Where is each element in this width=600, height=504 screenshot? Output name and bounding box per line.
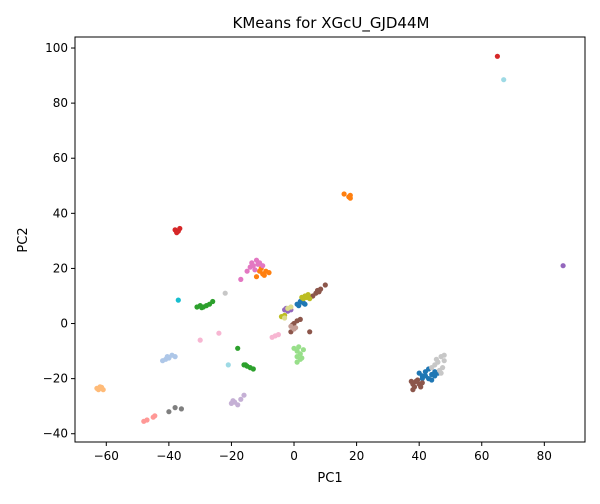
data-point	[322, 282, 328, 288]
y-tick-label: 40	[53, 206, 68, 220]
data-point	[429, 377, 435, 383]
data-point	[419, 380, 425, 386]
data-point	[408, 378, 414, 384]
data-point	[300, 347, 306, 353]
data-point	[440, 365, 446, 371]
y-axis: −40 −20 0 20 40 60 80 100	[43, 41, 75, 441]
data-point	[441, 358, 447, 364]
data-point	[242, 362, 249, 368]
data-point	[249, 260, 255, 266]
data-point	[266, 270, 272, 276]
data-point	[144, 417, 150, 423]
y-tick-label: 100	[45, 41, 68, 55]
data-point	[415, 377, 421, 383]
x-tick-label: 40	[412, 449, 427, 463]
data-point	[410, 387, 416, 393]
data-point	[294, 359, 300, 365]
y-tick-label: 0	[60, 317, 68, 331]
y-tick-label: −40	[43, 427, 68, 441]
data-point	[166, 409, 172, 415]
data-point	[238, 276, 244, 282]
data-point	[99, 384, 105, 390]
data-point	[174, 230, 180, 236]
data-point	[432, 369, 438, 375]
x-axis: −60 −40 −20 0 20 40 60 80	[94, 442, 552, 463]
data-point	[197, 337, 203, 343]
y-axis-label: PC2	[16, 227, 31, 252]
x-tick-label: −40	[156, 449, 181, 463]
data-point	[241, 392, 247, 398]
data-point	[441, 352, 447, 358]
x-tick-label: −60	[94, 449, 119, 463]
x-tick-label: 0	[290, 449, 298, 463]
data-point	[494, 53, 500, 59]
data-point	[253, 274, 260, 280]
data-point	[210, 298, 216, 305]
data-point	[238, 396, 244, 402]
data-point	[297, 316, 303, 322]
y-tick-label: 80	[53, 96, 68, 110]
data-point	[222, 290, 228, 296]
data-point	[275, 332, 281, 338]
x-tick-label: 80	[537, 449, 552, 463]
data-point	[307, 296, 313, 302]
data-point	[261, 272, 267, 278]
x-tick-label: −20	[219, 449, 244, 463]
data-point	[501, 77, 507, 83]
plot-frame	[74, 36, 586, 443]
data-point	[235, 345, 241, 351]
data-point	[296, 344, 302, 350]
data-point	[293, 325, 299, 331]
data-point	[341, 191, 347, 197]
data-point	[235, 402, 241, 408]
data-point	[307, 329, 313, 335]
data-point	[175, 297, 181, 303]
data-point	[177, 225, 183, 232]
data-point	[216, 330, 222, 336]
data-point	[438, 370, 444, 376]
plot-area	[75, 37, 585, 442]
data-point	[199, 305, 205, 311]
data-point	[418, 384, 424, 390]
data-point	[296, 303, 302, 309]
data-point	[433, 356, 439, 362]
points-layer	[94, 53, 566, 424]
x-tick-label: 20	[349, 449, 364, 463]
data-point	[302, 301, 308, 307]
data-point	[288, 304, 294, 310]
data-point	[299, 294, 305, 300]
x-tick-label: 60	[474, 449, 489, 463]
data-point	[178, 406, 184, 412]
data-point	[172, 354, 178, 360]
chart-title: KMeans for XGcU_GJD44M	[233, 14, 430, 33]
data-point	[282, 315, 288, 321]
y-tick-label: 20	[53, 261, 68, 275]
data-point	[230, 398, 236, 404]
data-point	[255, 261, 261, 267]
data-point	[225, 362, 231, 368]
y-tick-label: −20	[43, 372, 68, 386]
data-point	[305, 292, 311, 298]
data-point	[260, 263, 266, 269]
data-point	[419, 376, 425, 382]
data-point	[252, 267, 258, 273]
data-point	[244, 268, 250, 274]
data-point	[172, 405, 178, 411]
data-point	[560, 263, 566, 269]
data-point	[250, 366, 256, 372]
data-point	[318, 286, 324, 292]
y-tick-label: 60	[53, 151, 68, 165]
data-point	[164, 354, 170, 360]
data-point	[152, 413, 158, 419]
x-axis-label: PC1	[317, 471, 342, 486]
data-point	[347, 192, 353, 198]
